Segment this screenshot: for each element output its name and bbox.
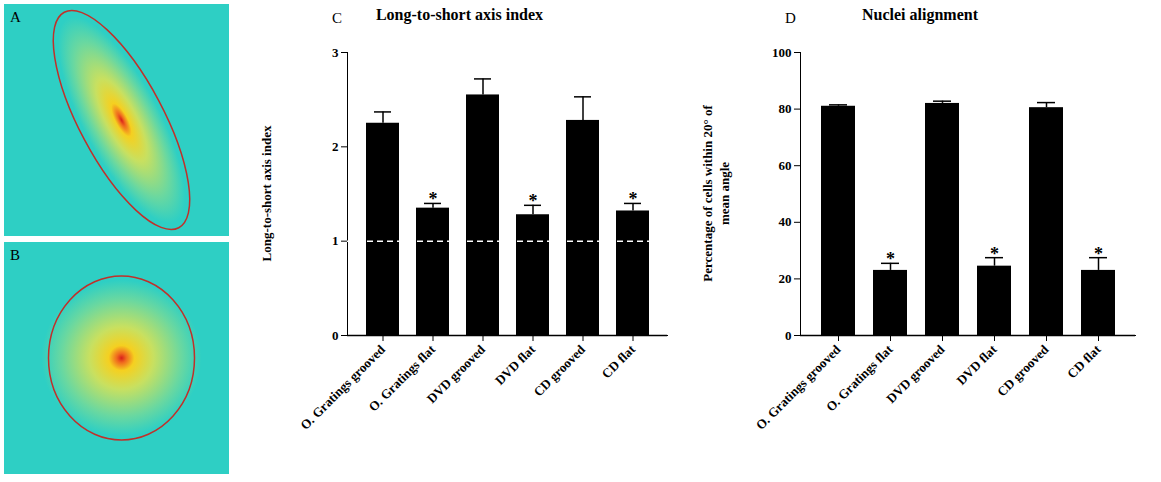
svg-text:O. Gratings flat: O. Gratings flat — [365, 341, 438, 414]
svg-text:DVD grooved: DVD grooved — [424, 341, 489, 406]
html-text:Long-to-short axis index: Long-to-short axis index — [375, 6, 544, 23]
html-text:Nuclei alignment: Nuclei alignment — [862, 6, 978, 23]
svg-text:60: 60 — [779, 158, 792, 173]
svg-text:2: 2 — [332, 139, 339, 154]
svg-text:100: 100 — [772, 45, 792, 60]
svg-text:*: * — [886, 249, 895, 269]
svg-text:A: A — [10, 9, 21, 25]
svg-text:O. Gratings grooved: O. Gratings grooved — [753, 341, 844, 432]
svg-text:CD grooved: CD grooved — [530, 341, 588, 399]
svg-text:DVD flat: DVD flat — [492, 341, 539, 388]
svg-text:*: * — [990, 244, 999, 264]
html-text:D: D — [785, 10, 796, 26]
svg-text:CD flat: CD flat — [1064, 341, 1104, 381]
svg-text:Long-to-short axis index: Long-to-short axis index — [259, 125, 274, 261]
svg-text:80: 80 — [779, 101, 792, 116]
svg-text:*: * — [1094, 244, 1103, 264]
svg-text:DVD grooved: DVD grooved — [883, 341, 948, 406]
svg-text:Percentage of cells within 20°: Percentage of cells within 20° ofmean an… — [700, 105, 732, 282]
svg-text:CD grooved: CD grooved — [994, 341, 1052, 399]
svg-text:*: * — [629, 189, 638, 209]
svg-text:O. Gratings grooved: O. Gratings grooved — [297, 341, 388, 432]
svg-text:1: 1 — [332, 233, 339, 248]
svg-text:*: * — [429, 189, 438, 209]
svg-text:*: * — [529, 191, 538, 211]
svg-text:CD flat: CD flat — [599, 341, 639, 381]
svg-text:20: 20 — [779, 271, 792, 286]
svg-text:3: 3 — [332, 45, 339, 60]
svg-text:B: B — [10, 247, 20, 263]
svg-text:0: 0 — [332, 328, 339, 343]
svg-text:DVD flat: DVD flat — [953, 341, 1000, 388]
html-text:C: C — [332, 10, 342, 26]
svg-text:O. Gratings flat: O. Gratings flat — [823, 341, 896, 414]
svg-text:0: 0 — [785, 328, 792, 343]
svg-text:40: 40 — [779, 214, 792, 229]
